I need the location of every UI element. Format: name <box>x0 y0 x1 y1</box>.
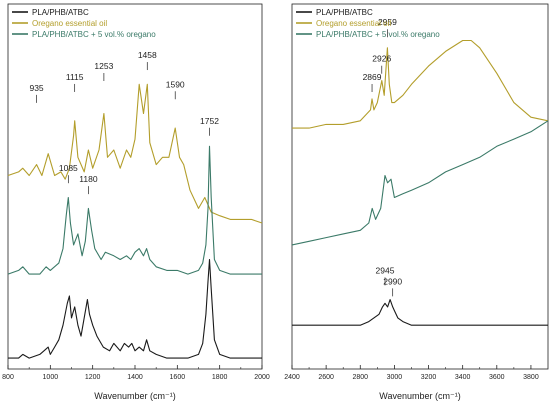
x-tick-label: 3000 <box>387 374 403 381</box>
chart-panel-2: 2400 2600 2800 3000 3200 3400 3600 3800 Wavenumb… <box>284 3 549 401</box>
peak-annotation: 1590 <box>166 79 185 89</box>
peak-annotation: 935 <box>29 83 43 93</box>
peak-annotation: 2959 <box>378 17 397 27</box>
plot-frame <box>291 3 549 370</box>
chart-panel-1: 800 1000 1200 1400 1600 1800 2000 Wavenumber (c… <box>2 3 270 401</box>
x-axis-label: Wavenumber (cm⁻¹) <box>379 391 460 401</box>
x-axis-label: Wavenumber (cm⁻¹) <box>94 391 175 401</box>
x-tick-label: 1000 <box>43 374 59 381</box>
x-tick-label: 1400 <box>127 374 143 381</box>
x-tick-label: 2400 <box>284 374 300 381</box>
series-line <box>8 258 262 359</box>
x-tick-label: 800 <box>2 374 14 381</box>
peak-annotation: 2945 <box>376 265 395 275</box>
series-line <box>291 120 549 246</box>
legend-label: PLA/PHB/ATBC <box>316 8 373 17</box>
series-line <box>292 299 548 326</box>
plot-frame <box>7 3 263 370</box>
x-tick-label: 1600 <box>170 374 186 381</box>
peak-annotation: 1180 <box>79 174 98 184</box>
peak-annotation: 1115 <box>66 72 84 82</box>
x-tick-label: 3400 <box>455 374 471 381</box>
legend-label: Oregano essential oil <box>32 19 107 28</box>
peak-annotation: 1458 <box>138 50 157 60</box>
peak-annotation: 2990 <box>383 276 402 286</box>
x-tick-label: 1800 <box>212 374 228 381</box>
legend-label: PLA/PHB/ATBC + 5 vol.% oregano <box>32 30 156 39</box>
x-tick-label: 1200 <box>85 374 101 381</box>
peak-annotation: 2926 <box>372 54 391 64</box>
peak-annotation: 1752 <box>200 116 219 126</box>
series-line <box>7 83 263 224</box>
legend-label: PLA/PHB/ATBC + 5 vol.% oregano <box>316 30 440 39</box>
x-tick-label: 3800 <box>523 374 539 381</box>
series-line <box>7 145 262 275</box>
x-tick-label: 2000 <box>254 374 270 381</box>
legend-label: PLA/PHB/ATBC <box>32 8 89 17</box>
legend-label: Oregano essential oil <box>316 19 391 28</box>
x-tick-label: 3200 <box>421 374 437 381</box>
x-tick-label: 3600 <box>489 374 505 381</box>
series-line <box>292 39 549 129</box>
peak-annotation: 1253 <box>94 61 113 71</box>
x-tick-label: 2800 <box>352 374 368 381</box>
x-tick-label: 2600 <box>318 374 334 381</box>
peak-annotation: 1085 <box>59 163 78 173</box>
peak-annotation: 2869 <box>363 72 382 82</box>
